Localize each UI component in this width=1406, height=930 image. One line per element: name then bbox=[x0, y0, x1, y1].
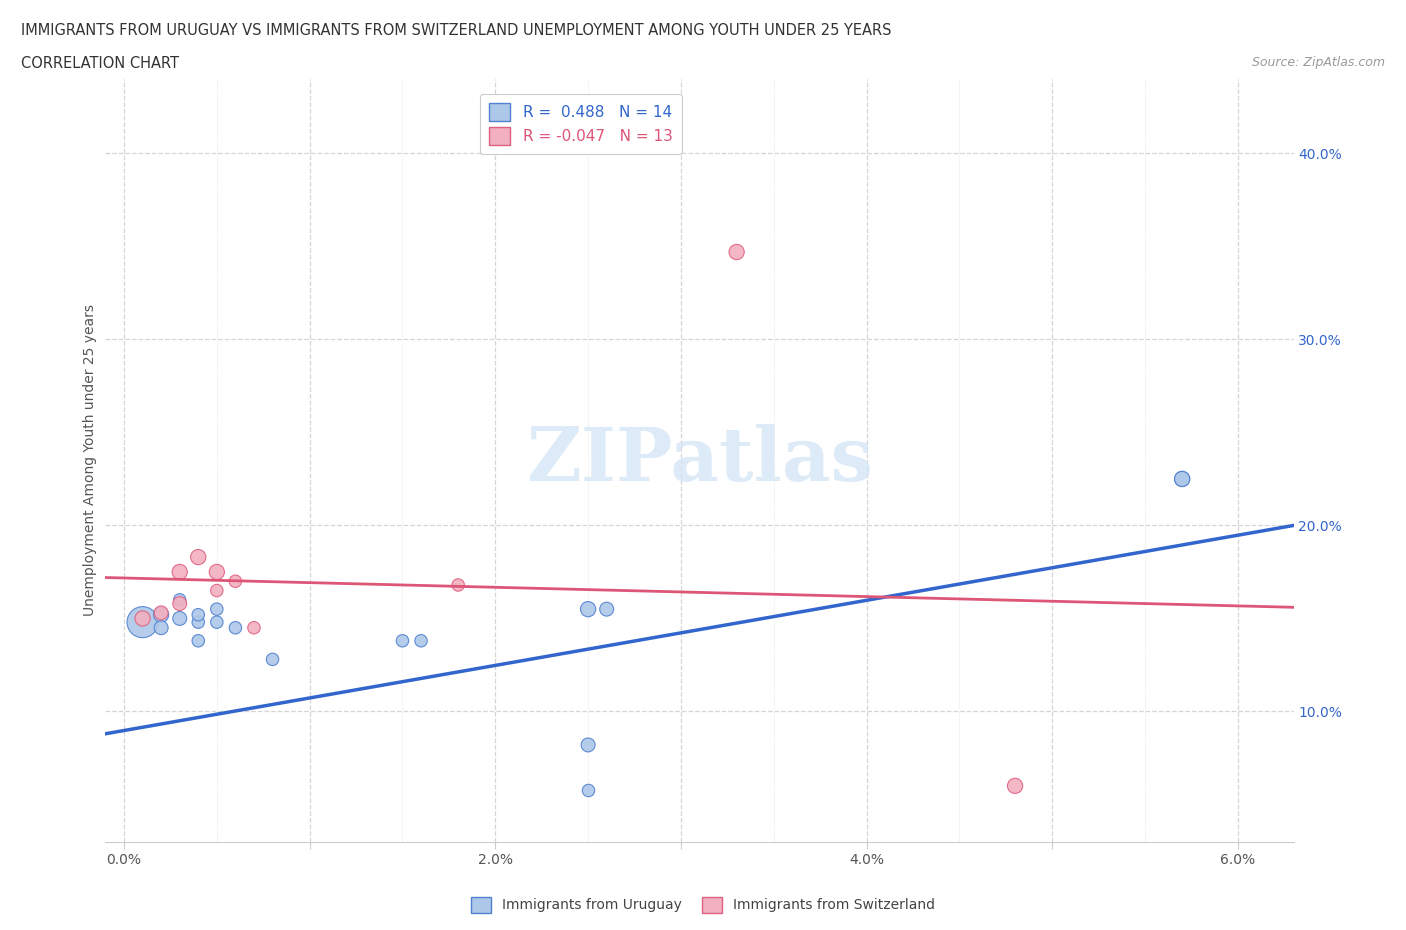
Point bbox=[205, 583, 228, 598]
Point bbox=[187, 550, 209, 565]
Text: CORRELATION CHART: CORRELATION CHART bbox=[21, 56, 179, 71]
Point bbox=[169, 565, 191, 579]
Point bbox=[169, 611, 191, 626]
Point bbox=[725, 245, 748, 259]
Point bbox=[224, 620, 246, 635]
Point bbox=[169, 592, 191, 607]
Point bbox=[150, 620, 173, 635]
Point bbox=[576, 737, 599, 752]
Point bbox=[224, 574, 246, 589]
Point bbox=[409, 633, 432, 648]
Point bbox=[595, 602, 617, 617]
Point bbox=[1171, 472, 1194, 486]
Point bbox=[447, 578, 470, 592]
Point bbox=[576, 602, 599, 617]
Point bbox=[1171, 472, 1194, 486]
Legend: Immigrants from Uruguay, Immigrants from Switzerland: Immigrants from Uruguay, Immigrants from… bbox=[465, 891, 941, 919]
Y-axis label: Unemployment Among Youth under 25 years: Unemployment Among Youth under 25 years bbox=[83, 304, 97, 617]
Text: IMMIGRANTS FROM URUGUAY VS IMMIGRANTS FROM SWITZERLAND UNEMPLOYMENT AMONG YOUTH : IMMIGRANTS FROM URUGUAY VS IMMIGRANTS FR… bbox=[21, 23, 891, 38]
Point bbox=[391, 633, 413, 648]
Point bbox=[150, 607, 173, 622]
Point bbox=[150, 605, 173, 620]
Point bbox=[205, 565, 228, 579]
Point bbox=[169, 596, 191, 611]
Point bbox=[187, 615, 209, 630]
Point bbox=[576, 782, 599, 797]
Legend: R =  0.488   N = 14, R = -0.047   N = 13: R = 0.488 N = 14, R = -0.047 N = 13 bbox=[479, 94, 682, 154]
Point bbox=[131, 611, 153, 626]
Point bbox=[187, 607, 209, 622]
Text: ZIPatlas: ZIPatlas bbox=[526, 424, 873, 497]
Point bbox=[262, 652, 284, 667]
Text: Source: ZipAtlas.com: Source: ZipAtlas.com bbox=[1251, 56, 1385, 69]
Point bbox=[1004, 778, 1026, 793]
Point bbox=[187, 633, 209, 648]
Point bbox=[205, 602, 228, 617]
Point bbox=[131, 615, 153, 630]
Point bbox=[205, 615, 228, 630]
Point bbox=[243, 620, 266, 635]
